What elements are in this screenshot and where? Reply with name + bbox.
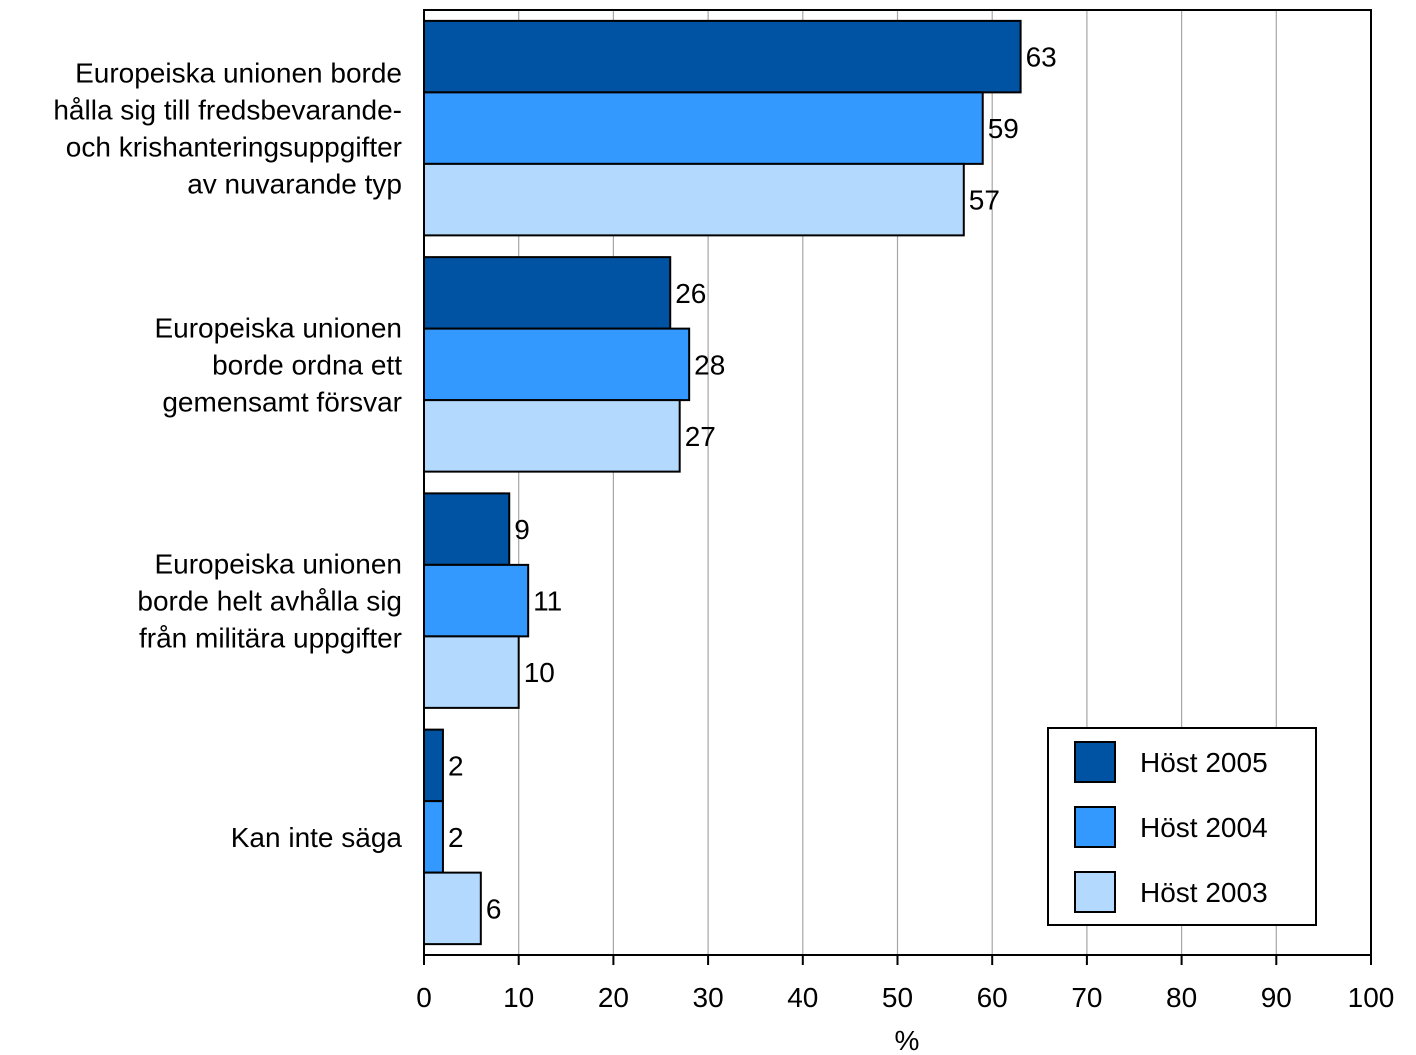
data-label: 63 (1026, 42, 1057, 73)
category-label: Kan inte säga (231, 822, 403, 853)
category-labels: Europeiska unionen borde hålla sig till f… (53, 58, 402, 853)
data-label: 27 (685, 421, 716, 452)
legend-label: Höst 2005 (1140, 747, 1268, 778)
x-tick-label: 40 (787, 982, 818, 1013)
legend-label: Höst 2003 (1140, 877, 1268, 908)
bar (423, 162, 965, 237)
data-label: 10 (524, 657, 555, 688)
bar (423, 563, 530, 638)
x-tick-label: 80 (1166, 982, 1197, 1013)
bar (423, 256, 672, 330)
legend-label: Höst 2004 (1140, 812, 1268, 843)
x-tick-label: 70 (1071, 982, 1102, 1013)
category-label-line: borde helt avhålla sig (137, 586, 402, 617)
category-label-line: från militära uppgifter (139, 623, 402, 654)
category-label: Europeiska unionen borde helt avhålla sig… (137, 549, 402, 654)
category-label-line: Europeiska unionen borde (75, 58, 402, 89)
data-label: 28 (694, 349, 725, 380)
bar (423, 800, 444, 874)
x-tick-label: 20 (598, 982, 629, 1013)
x-tick-label: 100 (1348, 982, 1395, 1013)
x-axis-title: % (895, 1025, 920, 1055)
x-tick-label: 0 (416, 982, 432, 1013)
data-label: 6 (486, 893, 502, 924)
category-label-line: Europeiska unionen (154, 549, 402, 580)
bar (423, 728, 444, 803)
x-tick-label: 10 (503, 982, 534, 1013)
data-label: 11 (533, 586, 562, 617)
x-tick-label: 90 (1261, 982, 1292, 1013)
bar (423, 871, 482, 946)
category-label-line: borde ordna ett (212, 349, 402, 380)
category-label-line: Kan inte säga (231, 822, 403, 853)
legend-swatch (1074, 806, 1116, 848)
data-label: 9 (514, 514, 530, 545)
category-label: Europeiska unionen borde ordna ett gemensa… (154, 312, 402, 417)
bar (423, 327, 691, 402)
data-label: 59 (988, 113, 1019, 144)
legend-swatch (1074, 741, 1116, 783)
data-label: 2 (448, 750, 464, 781)
category-label-line: hålla sig till fredsbevarande- (53, 95, 402, 126)
x-axis-ticks: 0 10 20 30 40 50 60 70 80 90 100 (416, 955, 1394, 1013)
data-label: 26 (675, 278, 706, 309)
bar (423, 399, 681, 473)
bars (423, 19, 1022, 946)
category-label-line: och krishanteringsuppgifter (66, 132, 402, 163)
x-tick-label: 50 (882, 982, 913, 1013)
category-label-line: Europeiska unionen (154, 312, 402, 343)
x-tick-label: 30 (693, 982, 724, 1013)
category-label-line: av nuvarande typ (187, 169, 402, 200)
category-label-line: gemensamt försvar (162, 386, 402, 417)
category-label: Europeiska unionen borde hålla sig till f… (53, 58, 402, 200)
legend: Höst 2005 Höst 2004 Höst 2003 (1047, 727, 1317, 926)
x-tick-label: 60 (977, 982, 1008, 1013)
bar (423, 19, 1022, 94)
data-label: 2 (448, 822, 464, 853)
legend-swatch (1074, 871, 1116, 913)
bar (423, 492, 511, 566)
bar (423, 635, 520, 709)
bar (423, 91, 984, 165)
data-label: 57 (969, 185, 1000, 216)
